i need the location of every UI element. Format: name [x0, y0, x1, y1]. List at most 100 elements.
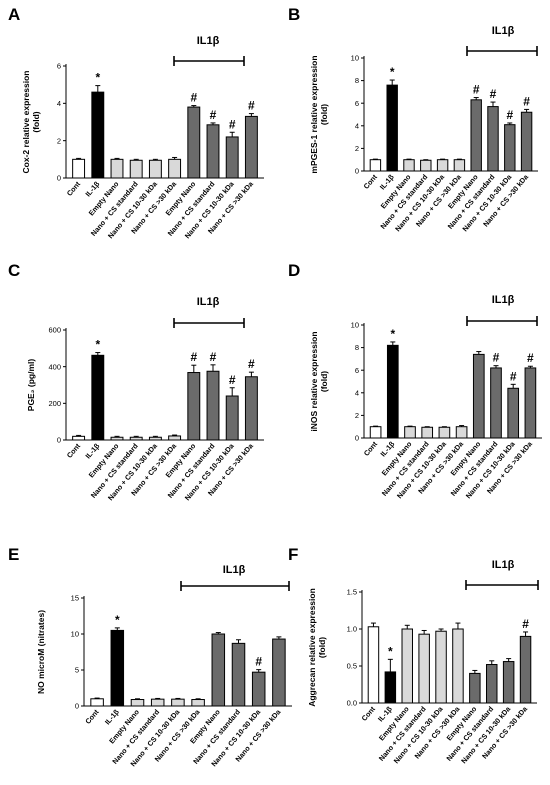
y-tick-label: 0 [355, 167, 359, 176]
bracket-label: IL1β [492, 294, 515, 306]
y-tick-label: 6 [355, 99, 359, 108]
bar [272, 638, 286, 707]
bracket-label: IL1β [492, 25, 515, 37]
bar [436, 159, 449, 172]
chart-panel-f: F IL1β 0.0 0.5 1.0 1.5 Aggrecan relative expre… [288, 545, 539, 765]
y-tick-label: 2 [355, 411, 359, 420]
y-axis-label: (fold) [319, 371, 329, 392]
bar [91, 91, 105, 179]
y-tick-label: 10 [351, 54, 359, 63]
x-category-label: Cont [362, 172, 380, 191]
bar [206, 124, 220, 179]
panel-letter: C [8, 261, 20, 280]
bar [404, 426, 416, 439]
significance-mark: # [229, 117, 236, 131]
bar [469, 672, 481, 704]
bar [150, 698, 165, 707]
bracket-label: IL1β [197, 35, 220, 47]
significance-mark: * [95, 338, 100, 352]
x-category-label: IL-1β [103, 707, 121, 726]
y-tick-label: 0 [57, 174, 61, 183]
bar [206, 370, 220, 441]
bar [470, 99, 482, 172]
significance-mark: # [493, 351, 500, 365]
y-tick-label: 15 [71, 594, 79, 603]
bar [386, 344, 399, 439]
y-tick-label: 400 [48, 362, 61, 371]
bar [421, 426, 434, 439]
bar [490, 367, 502, 439]
significance-mark: * [390, 65, 395, 79]
bar [472, 353, 485, 439]
y-axis-label: Aggrecan relative expression [307, 588, 317, 707]
bar [91, 354, 105, 441]
bracket-label: IL1β [492, 559, 515, 571]
significance-mark: # [510, 369, 517, 383]
significance-mark: # [523, 94, 530, 108]
significance-mark: * [390, 327, 395, 341]
bar [420, 159, 432, 172]
bar [244, 376, 258, 441]
y-tick-label: 600 [48, 326, 61, 335]
x-category-label: Cont [65, 441, 83, 460]
bar [225, 136, 239, 179]
bar [168, 435, 182, 441]
significance-mark: # [229, 373, 236, 387]
y-axis-label: iNOS relative expression [309, 331, 319, 431]
y-tick-label: 8 [355, 76, 359, 85]
significance-mark: * [388, 644, 393, 658]
significance-mark: # [506, 108, 513, 122]
bar [211, 633, 226, 707]
y-tick-label: 5 [75, 666, 79, 675]
bracket-label: IL1β [197, 296, 220, 308]
y-tick-label: 6 [355, 366, 359, 375]
y-tick-label: 1.0 [347, 625, 357, 634]
x-category-label: Cont [83, 707, 101, 726]
bar [520, 111, 533, 172]
bar [507, 387, 520, 439]
bar [502, 661, 515, 704]
y-tick-label: 200 [48, 399, 61, 408]
significance-mark: * [115, 613, 120, 627]
chart-panel-e: E IL1β 0 5 10 15 NO microM (nitrates) Cont * IL-1… [8, 545, 292, 768]
panel-letter: D [288, 261, 300, 280]
bar [130, 699, 145, 707]
y-tick-label: 10 [71, 630, 79, 639]
panel-letter: A [8, 5, 20, 24]
y-tick-label: 10 [351, 321, 359, 330]
bar [486, 664, 498, 704]
significance-mark: # [190, 91, 197, 105]
chart-panel-b: B IL1β 0 2 4 6 8 10 mPGES-1 relative expression(… [288, 5, 538, 233]
y-tick-label: 1.5 [347, 588, 357, 597]
x-category-label: Cont [65, 179, 83, 198]
chart-panel-d: D IL1β 0 2 4 6 8 10 iNOS relative expression (fol… [288, 261, 542, 500]
bar [452, 628, 464, 704]
bar [191, 699, 205, 707]
bar [386, 84, 398, 172]
bar [148, 436, 162, 441]
bar [369, 426, 382, 439]
significance-mark: # [248, 99, 255, 113]
y-tick-label: 0 [75, 702, 79, 711]
significance-mark: # [248, 357, 255, 371]
bar [72, 435, 86, 441]
bar [403, 159, 415, 172]
y-axis-label: mPGES-1 relative expression [309, 55, 319, 173]
bar [187, 372, 201, 441]
bracket-label: IL1β [223, 564, 246, 576]
y-tick-label: 2 [57, 136, 61, 145]
bar [251, 671, 266, 707]
bar [231, 642, 246, 707]
panel-letter: E [8, 545, 19, 564]
bar [369, 159, 382, 172]
y-tick-label: 0.5 [347, 662, 357, 671]
significance-mark: # [527, 351, 534, 365]
significance-mark: * [95, 71, 100, 85]
bar [435, 630, 447, 704]
x-category-label: Cont [362, 439, 380, 458]
panel-letter: F [288, 545, 298, 564]
y-axis-label: NO microM (nitrates) [36, 610, 46, 694]
y-tick-label: 2 [355, 144, 359, 153]
